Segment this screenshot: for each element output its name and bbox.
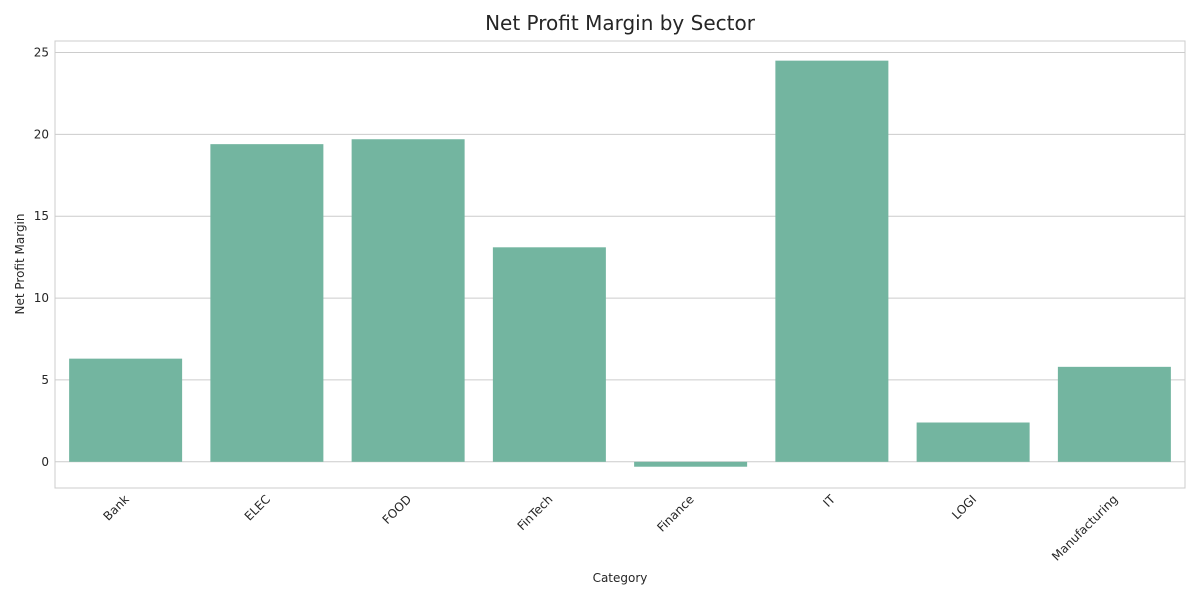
bar-manufacturing [1057, 366, 1171, 462]
y-tick-label: 15 [34, 209, 49, 223]
y-tick-label: 5 [41, 373, 49, 387]
bar-fintech [492, 247, 606, 462]
y-tick-label: 25 [34, 45, 49, 59]
bar-food [351, 139, 465, 462]
x-tick-labels: Bank ELEC FOOD FinTech Finance IT LOGI Manufact… [101, 492, 1121, 564]
x-tick-label: FOOD [380, 492, 415, 527]
bar-bank [69, 358, 183, 462]
y-tick-labels: 0 5 10 15 20 25 [34, 45, 49, 468]
x-tick-label: Finance [654, 492, 696, 534]
bars [69, 60, 1171, 467]
x-axis-label: Category [593, 571, 648, 585]
x-tick-label: FinTech [515, 492, 556, 533]
y-tick-label: 0 [41, 455, 49, 469]
bar-logi [916, 422, 1030, 462]
y-tick-label: 10 [34, 291, 49, 305]
bar-finance [634, 461, 748, 467]
x-tick-label: Manufacturing [1049, 492, 1120, 563]
x-tick-label: IT [820, 492, 838, 510]
bar-it [775, 60, 889, 462]
x-tick-label: Bank [101, 492, 132, 523]
bar-elec [210, 144, 324, 462]
x-tick-label: ELEC [242, 492, 273, 523]
x-tick-label: LOGI [949, 492, 979, 522]
y-tick-label: 20 [34, 127, 49, 141]
plot-frame [54, 40, 1186, 489]
chart-title: Net Profit Margin by Sector [485, 11, 756, 35]
y-axis-label: Net Profit Margin [13, 214, 27, 315]
